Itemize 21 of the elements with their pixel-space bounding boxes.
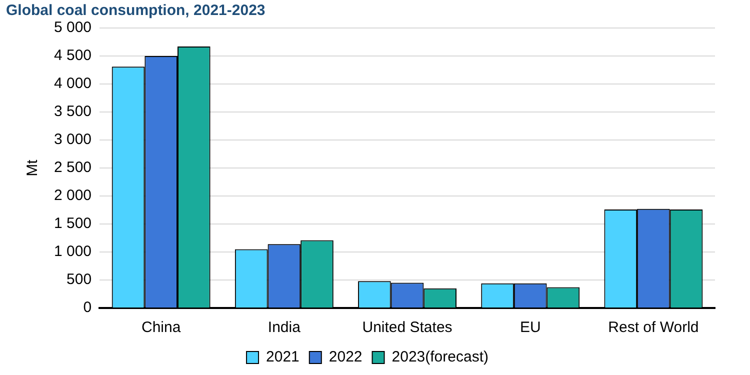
chart-title: Global coal consumption, 2021-2023 <box>6 2 266 19</box>
y-tick-label: 2 500 <box>54 159 92 176</box>
x-tick-label: China <box>141 319 182 336</box>
legend-label: 2023(forecast) <box>392 348 488 366</box>
legend-label: 2022 <box>328 348 362 366</box>
y-tick-label: 4 000 <box>54 75 92 92</box>
y-tick-label: 0 <box>83 299 92 316</box>
y-tick-label: 500 <box>66 271 92 288</box>
y-tick-label: 5 000 <box>54 19 92 36</box>
y-tick-label: 1 500 <box>54 215 92 232</box>
legend-label: 2021 <box>266 348 300 366</box>
y-tick-label: 2 000 <box>54 187 92 204</box>
x-tick-label: Rest of World <box>608 319 699 336</box>
y-tick-label: 1 000 <box>54 243 92 260</box>
x-tick-label: India <box>268 319 302 336</box>
x-tick-label: EU <box>520 319 541 336</box>
y-tick-label: 3 500 <box>54 103 92 120</box>
x-tick-label: United States <box>362 319 452 336</box>
y-axis-title: Mt <box>24 158 42 176</box>
y-tick-label: 3 000 <box>54 131 92 148</box>
y-tick-label: 4 500 <box>54 47 92 64</box>
